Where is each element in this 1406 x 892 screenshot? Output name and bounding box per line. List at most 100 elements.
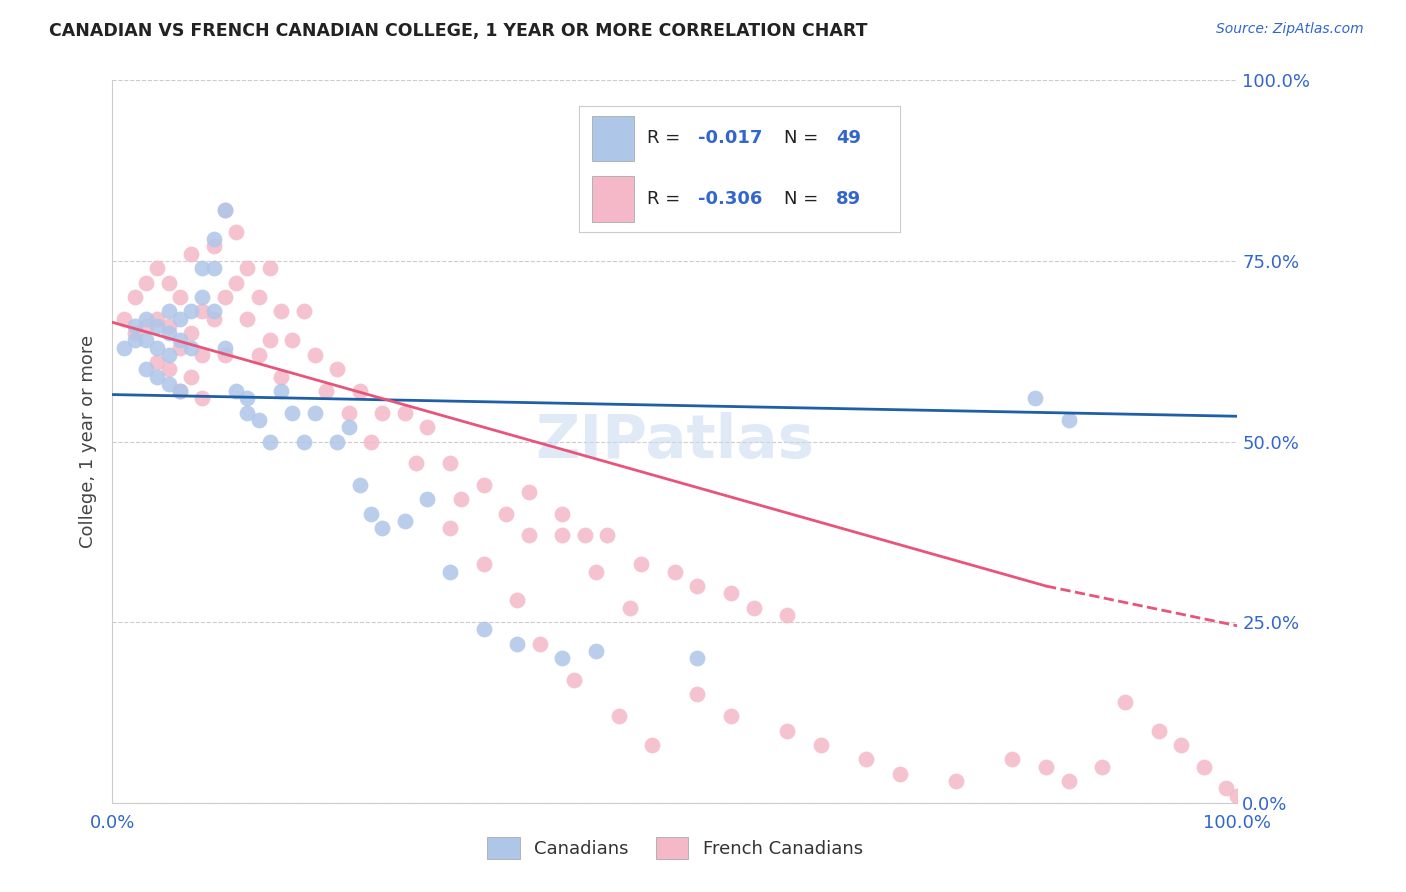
Point (270, 369, 292, 384)
Point (146, 369, 169, 384)
Point (551, 528, 574, 542)
Point (247, 348, 270, 362)
Point (146, 311, 169, 326)
Point (360, 507, 382, 521)
Point (202, 311, 225, 326)
Point (405, 456, 427, 470)
Point (562, 673, 585, 687)
Point (202, 239, 225, 253)
Point (214, 203, 236, 218)
Point (394, 406, 416, 420)
Point (630, 558, 652, 572)
Point (371, 406, 394, 420)
Point (202, 232, 225, 246)
Point (259, 261, 281, 276)
Point (157, 326, 180, 340)
Point (169, 384, 191, 398)
Point (495, 507, 517, 521)
Point (169, 341, 191, 355)
Point (259, 434, 281, 449)
Point (124, 318, 146, 333)
Point (191, 290, 214, 304)
Point (169, 384, 191, 398)
Point (135, 362, 157, 376)
Point (146, 261, 169, 276)
Point (146, 355, 169, 369)
Point (1057, 774, 1080, 789)
Point (889, 767, 911, 781)
Point (416, 420, 439, 434)
Point (247, 290, 270, 304)
Point (337, 406, 360, 420)
Point (1001, 752, 1024, 766)
Point (146, 318, 169, 333)
Point (214, 203, 236, 218)
Point (742, 600, 765, 615)
Point (776, 723, 799, 738)
Point (270, 384, 292, 398)
Point (641, 738, 664, 752)
Point (180, 341, 202, 355)
Point (124, 334, 146, 348)
Point (551, 651, 574, 665)
Point (247, 413, 270, 427)
Point (236, 391, 259, 405)
Point (135, 318, 157, 333)
Point (326, 362, 349, 376)
Point (416, 492, 439, 507)
Point (225, 384, 247, 398)
Point (292, 434, 315, 449)
Point (112, 311, 135, 326)
Point (529, 637, 551, 651)
Point (810, 738, 832, 752)
Point (686, 651, 709, 665)
Point (259, 334, 281, 348)
Legend: Canadians, French Canadians: Canadians, French Canadians (479, 830, 870, 866)
Point (472, 558, 495, 572)
Text: ZIPatlas: ZIPatlas (536, 412, 814, 471)
Point (157, 376, 180, 391)
Point (157, 362, 180, 376)
Point (112, 341, 135, 355)
Point (1057, 413, 1080, 427)
Point (180, 246, 202, 260)
Point (180, 304, 202, 318)
Point (439, 565, 461, 579)
Point (214, 341, 236, 355)
Point (720, 586, 742, 600)
Point (292, 304, 315, 318)
Point (574, 528, 596, 542)
Point (202, 304, 225, 318)
Point (1035, 760, 1057, 774)
Point (439, 521, 461, 535)
Point (236, 406, 259, 420)
Point (596, 528, 619, 542)
Point (1226, 789, 1249, 803)
Point (394, 514, 416, 528)
Point (236, 311, 259, 326)
Y-axis label: College, 1 year or more: College, 1 year or more (79, 335, 97, 548)
Point (517, 485, 540, 500)
Point (619, 600, 641, 615)
Point (472, 623, 495, 637)
Point (1147, 723, 1170, 738)
Point (157, 348, 180, 362)
Text: Source: ZipAtlas.com: Source: ZipAtlas.com (1216, 22, 1364, 37)
Point (202, 261, 225, 276)
Point (281, 334, 304, 348)
Point (360, 434, 382, 449)
Point (517, 528, 540, 542)
Point (326, 434, 349, 449)
Point (169, 334, 191, 348)
Point (169, 290, 191, 304)
Point (191, 261, 214, 276)
Text: CANADIAN VS FRENCH CANADIAN COLLEGE, 1 YEAR OR MORE CORRELATION CHART: CANADIAN VS FRENCH CANADIAN COLLEGE, 1 Y… (49, 22, 868, 40)
Point (304, 348, 326, 362)
Point (281, 406, 304, 420)
Point (225, 276, 247, 290)
Point (1024, 391, 1046, 405)
Point (236, 261, 259, 276)
Point (450, 492, 472, 507)
Point (124, 290, 146, 304)
Point (1091, 760, 1114, 774)
